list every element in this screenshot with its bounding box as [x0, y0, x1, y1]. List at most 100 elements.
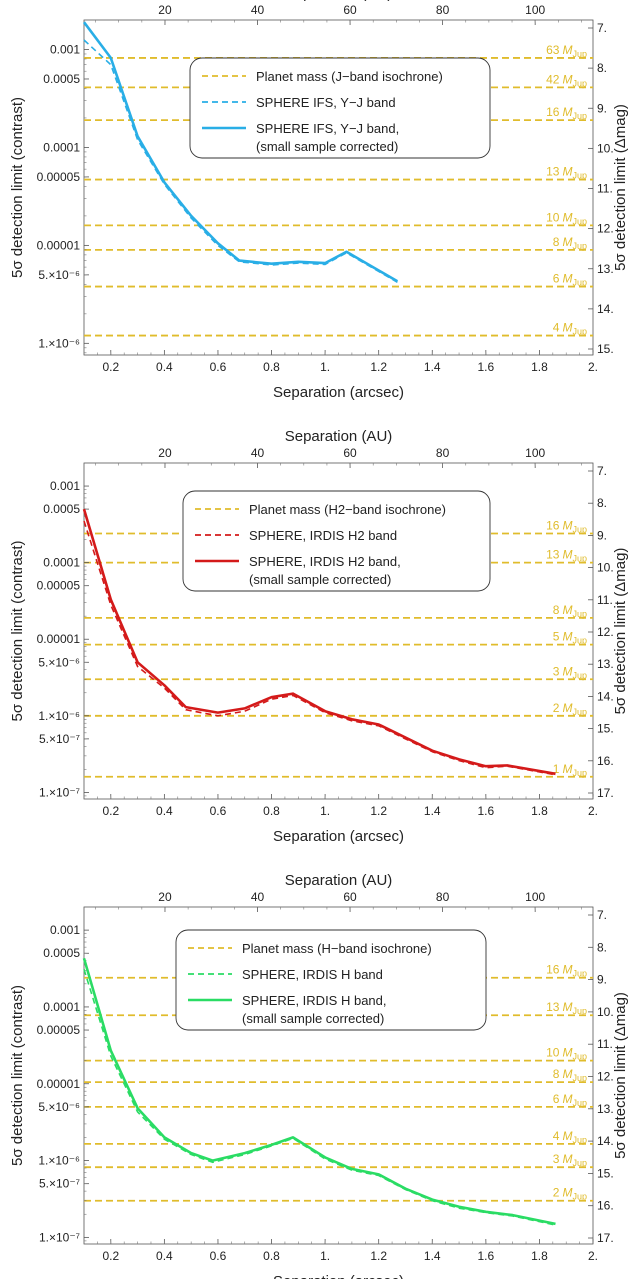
mass-unit: M — [562, 1186, 572, 1200]
mass-value: 13 — [546, 548, 560, 562]
mass-subscript: Jup — [572, 768, 587, 778]
mass-label-13: 13 MJup — [546, 165, 587, 181]
y-tick-label: 0.001 — [50, 923, 80, 937]
top-tick-label: 60 — [343, 3, 357, 17]
mass-value: 16 — [546, 963, 560, 977]
mass-value: 2 — [553, 1186, 560, 1200]
right-axis-label: 5σ detection limit (Δmag) — [612, 992, 629, 1159]
y-tick-label: 1.×10⁻⁶ — [38, 336, 80, 350]
mass-subscript: Jup — [572, 1135, 587, 1145]
x-tick-label: 1.2 — [370, 804, 387, 818]
right-tick-label: 16. — [597, 754, 614, 768]
mass-unit: M — [562, 701, 572, 715]
mass-label-16: 16 MJup — [546, 963, 587, 979]
mass-unit: M — [562, 1152, 572, 1166]
mass-subscript: Jup — [572, 216, 587, 226]
y-axis-label: 5σ detection limit (contrast) — [9, 985, 26, 1166]
y-tick-label: 5.×10⁻⁶ — [38, 655, 80, 669]
y-axis-label: 5σ detection limit (contrast) — [9, 97, 26, 278]
x-tick-label: 0.2 — [102, 360, 119, 374]
top-tick-label: 20 — [158, 3, 172, 17]
right-tick-label: 15. — [597, 342, 614, 356]
mass-unit: M — [562, 72, 572, 86]
right-tick-label: 9. — [597, 101, 607, 115]
legend: Planet mass (J−band isochrone) SPHERE IFS… — [189, 57, 491, 159]
x-tick-label: 2. — [588, 1249, 598, 1263]
y-tick-label: 5.×10⁻⁶ — [38, 1100, 80, 1114]
x-tick-label: 2. — [588, 804, 598, 818]
mass-value: 42 — [546, 72, 560, 86]
mass-unit: M — [562, 630, 572, 644]
x-tick-label: 1.8 — [531, 1249, 548, 1263]
y-tick-label: 0.0001 — [43, 556, 80, 570]
mass-label-1: 1 MJup — [553, 762, 587, 778]
x-tick-label: 0.8 — [263, 804, 280, 818]
legend-label: SPHERE, IRDIS H band — [242, 967, 383, 982]
y-tick-label: 0.0005 — [43, 946, 80, 960]
x-tick-label: 0.2 — [102, 1249, 119, 1263]
y-tick-label: 0.00005 — [37, 579, 81, 593]
y-tick-label: 0.0005 — [43, 72, 80, 86]
legend-label-line2: (small sample corrected) — [249, 572, 391, 587]
mass-label-3: 3 MJup — [553, 1152, 587, 1168]
series-line-solid — [82, 508, 556, 776]
right-tick-label: 8. — [597, 496, 607, 510]
mass-unit: M — [562, 762, 572, 776]
mass-subscript: Jup — [572, 111, 587, 121]
y-tick-label: 5.×10⁻⁷ — [39, 732, 80, 746]
x-tick-label: 1.6 — [477, 1249, 494, 1263]
legend: Planet mass (H−band isochrone) SPHERE, IR… — [175, 929, 487, 1031]
mass-label-42: 42 MJup — [546, 72, 587, 88]
top-axis-label: Separation (AU) — [285, 872, 393, 889]
mass-label-13: 13 MJup — [546, 548, 587, 564]
legend-label: SPHERE, IRDIS H2 band — [249, 528, 397, 543]
mass-unit: M — [562, 963, 572, 977]
mass-unit: M — [562, 321, 572, 335]
mass-unit: M — [562, 1000, 572, 1014]
x-tick-label: 1.4 — [424, 360, 441, 374]
mass-unit: M — [562, 603, 572, 617]
right-tick-label: 7. — [597, 464, 607, 478]
y-tick-label: 1.×10⁻⁷ — [39, 785, 80, 799]
mass-label-6: 6 MJup — [553, 272, 587, 288]
y-tick-label: 0.0001 — [43, 140, 80, 154]
legend-label: SPHERE IFS, Y−J band — [256, 95, 396, 110]
x-axis-label: Separation (arcsec) — [273, 1273, 404, 1279]
mass-value: 8 — [553, 603, 560, 617]
x-tick-label: 0.2 — [102, 804, 119, 818]
x-tick-label: 0.6 — [210, 1249, 227, 1263]
legend-box — [189, 57, 491, 159]
mass-value: 8 — [553, 235, 560, 249]
legend-box — [175, 929, 487, 1031]
right-tick-label: 11. — [597, 593, 613, 607]
mass-subscript: Jup — [572, 1158, 587, 1168]
mass-label-3: 3 MJup — [553, 664, 587, 680]
x-tick-label: 1.4 — [424, 1249, 441, 1263]
mass-unit: M — [562, 1067, 572, 1081]
x-tick-label: 2. — [588, 360, 598, 374]
mass-unit: M — [562, 210, 572, 224]
mass-subscript: Jup — [572, 1052, 587, 1062]
mass-label-4: 4 MJup — [553, 1129, 587, 1145]
y-tick-label: 1.×10⁻⁶ — [38, 1154, 80, 1168]
x-tick-label: 1. — [320, 360, 330, 374]
top-tick-label: 80 — [436, 3, 450, 17]
mass-subscript: Jup — [572, 670, 587, 680]
mass-label-8: 8 MJup — [553, 235, 587, 251]
right-tick-label: 7. — [597, 21, 607, 35]
right-axis-label: 5σ detection limit (Δmag) — [612, 548, 629, 715]
x-tick-label: 1.2 — [370, 360, 387, 374]
legend-label: Planet mass (J−band isochrone) — [256, 69, 443, 84]
x-tick-label: 1.8 — [531, 360, 548, 374]
mass-value: 6 — [553, 272, 560, 286]
y-axis-label: 5σ detection limit (contrast) — [9, 541, 26, 722]
x-tick-label: 0.4 — [156, 1249, 173, 1263]
right-tick-label: 17. — [597, 1231, 614, 1245]
mass-value: 4 — [553, 1129, 560, 1143]
top-tick-label: 100 — [525, 3, 545, 17]
y-tick-label: 0.001 — [50, 42, 80, 56]
right-tick-label: 10. — [597, 1005, 614, 1019]
right-tick-label: 15. — [597, 1166, 614, 1180]
mass-label-2: 2 MJup — [553, 701, 587, 717]
